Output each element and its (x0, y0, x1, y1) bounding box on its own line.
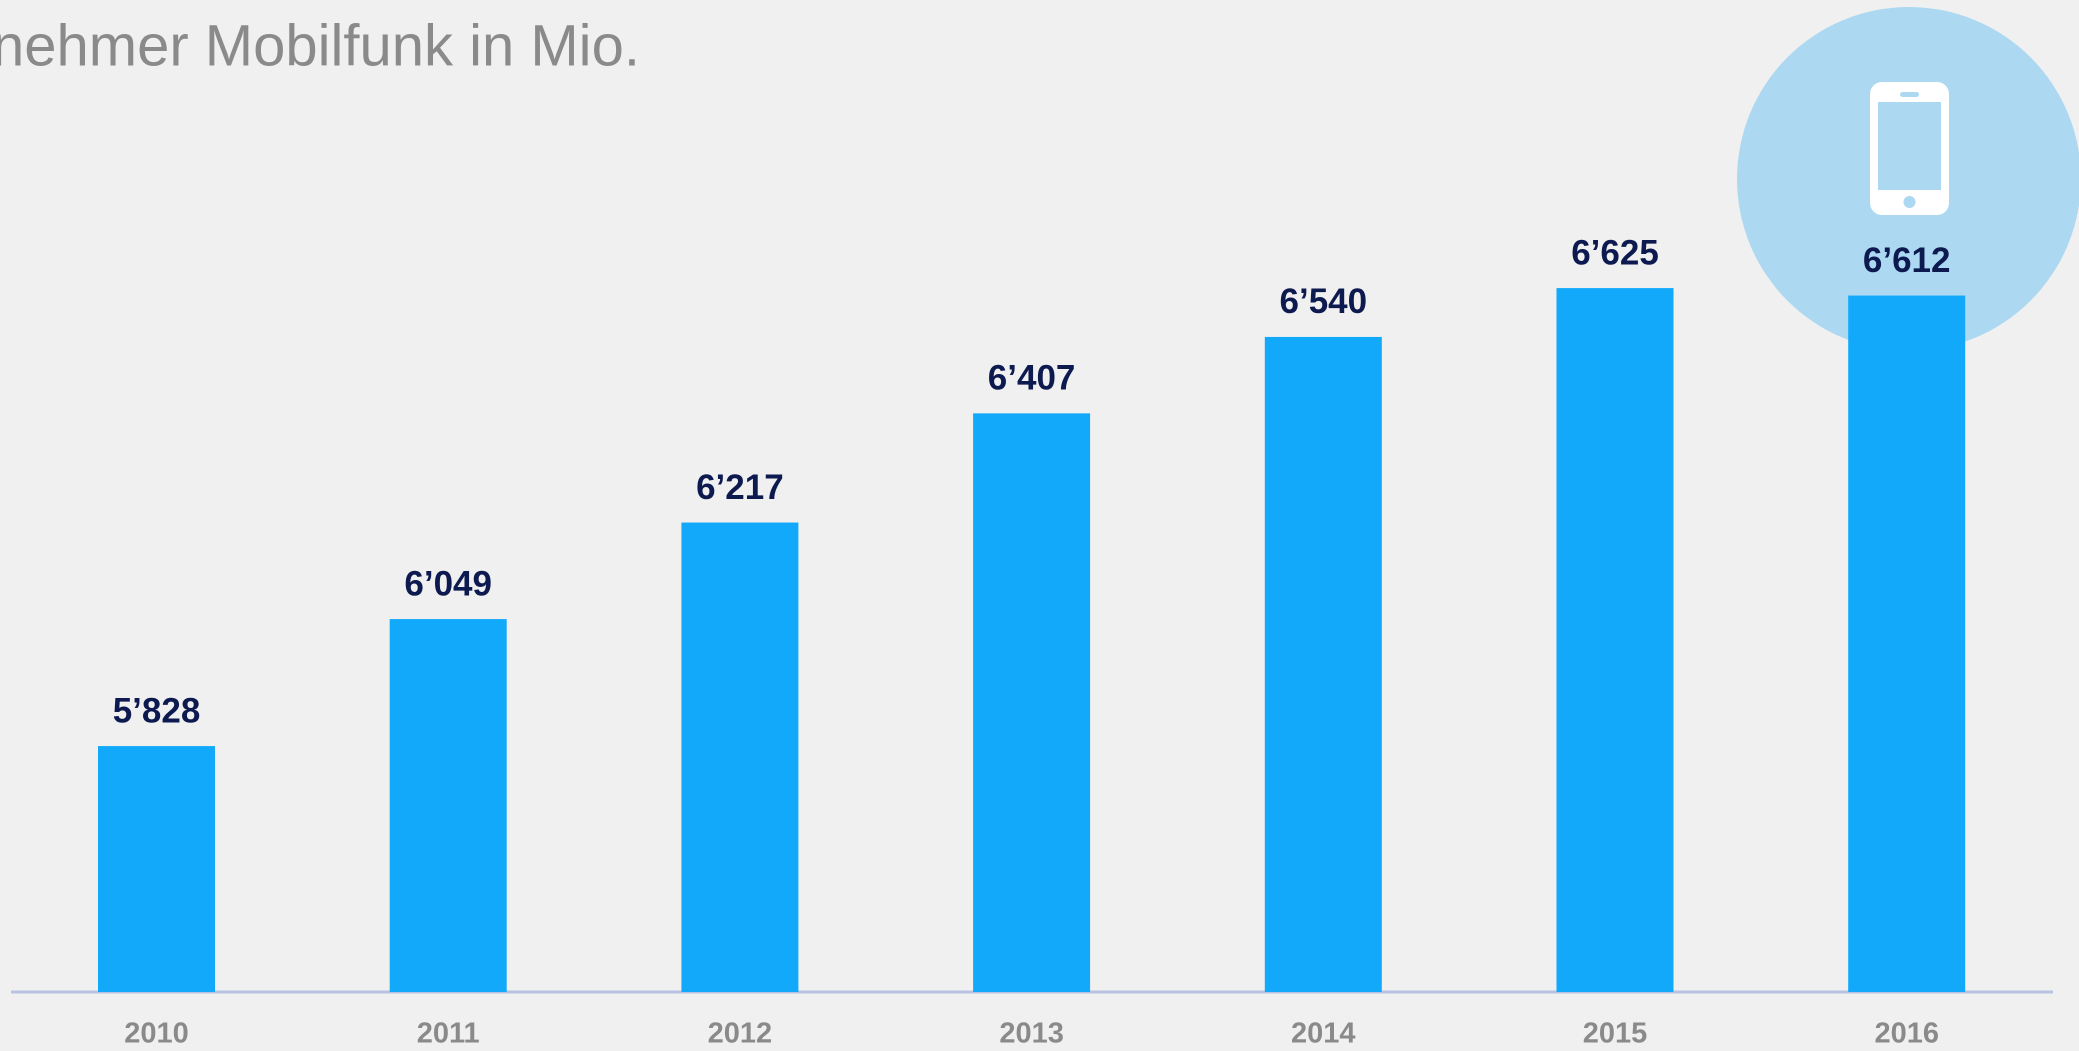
value-label: 6’049 (404, 564, 492, 603)
bar (681, 522, 799, 992)
x-tick-label: 2013 (999, 1018, 1064, 1050)
value-label: 5’828 (113, 691, 201, 730)
bar (1264, 336, 1382, 992)
value-label: 6’407 (988, 359, 1076, 398)
value-label: 6’625 (1571, 233, 1659, 272)
bar (98, 746, 215, 992)
bar (973, 413, 1091, 992)
bar (1556, 288, 1674, 992)
bar (389, 619, 507, 992)
x-tick-label: 2015 (1583, 1018, 1648, 1050)
value-label: 6’612 (1863, 241, 1951, 280)
value-label: 6’217 (696, 468, 784, 507)
x-tick-label: 2014 (1291, 1018, 1356, 1050)
bar (1848, 295, 1966, 992)
value-label: 6’540 (1280, 282, 1368, 321)
x-tick-label: 2012 (708, 1018, 773, 1050)
x-tick-label: 2010 (124, 1018, 189, 1050)
chart-subtitle: nehmer Mobilfunk in Mio. (0, 13, 640, 78)
x-tick-label: 2011 (417, 1018, 480, 1050)
x-tick-label: 2016 (1874, 1018, 1939, 1050)
phone-icon (1870, 82, 1949, 215)
